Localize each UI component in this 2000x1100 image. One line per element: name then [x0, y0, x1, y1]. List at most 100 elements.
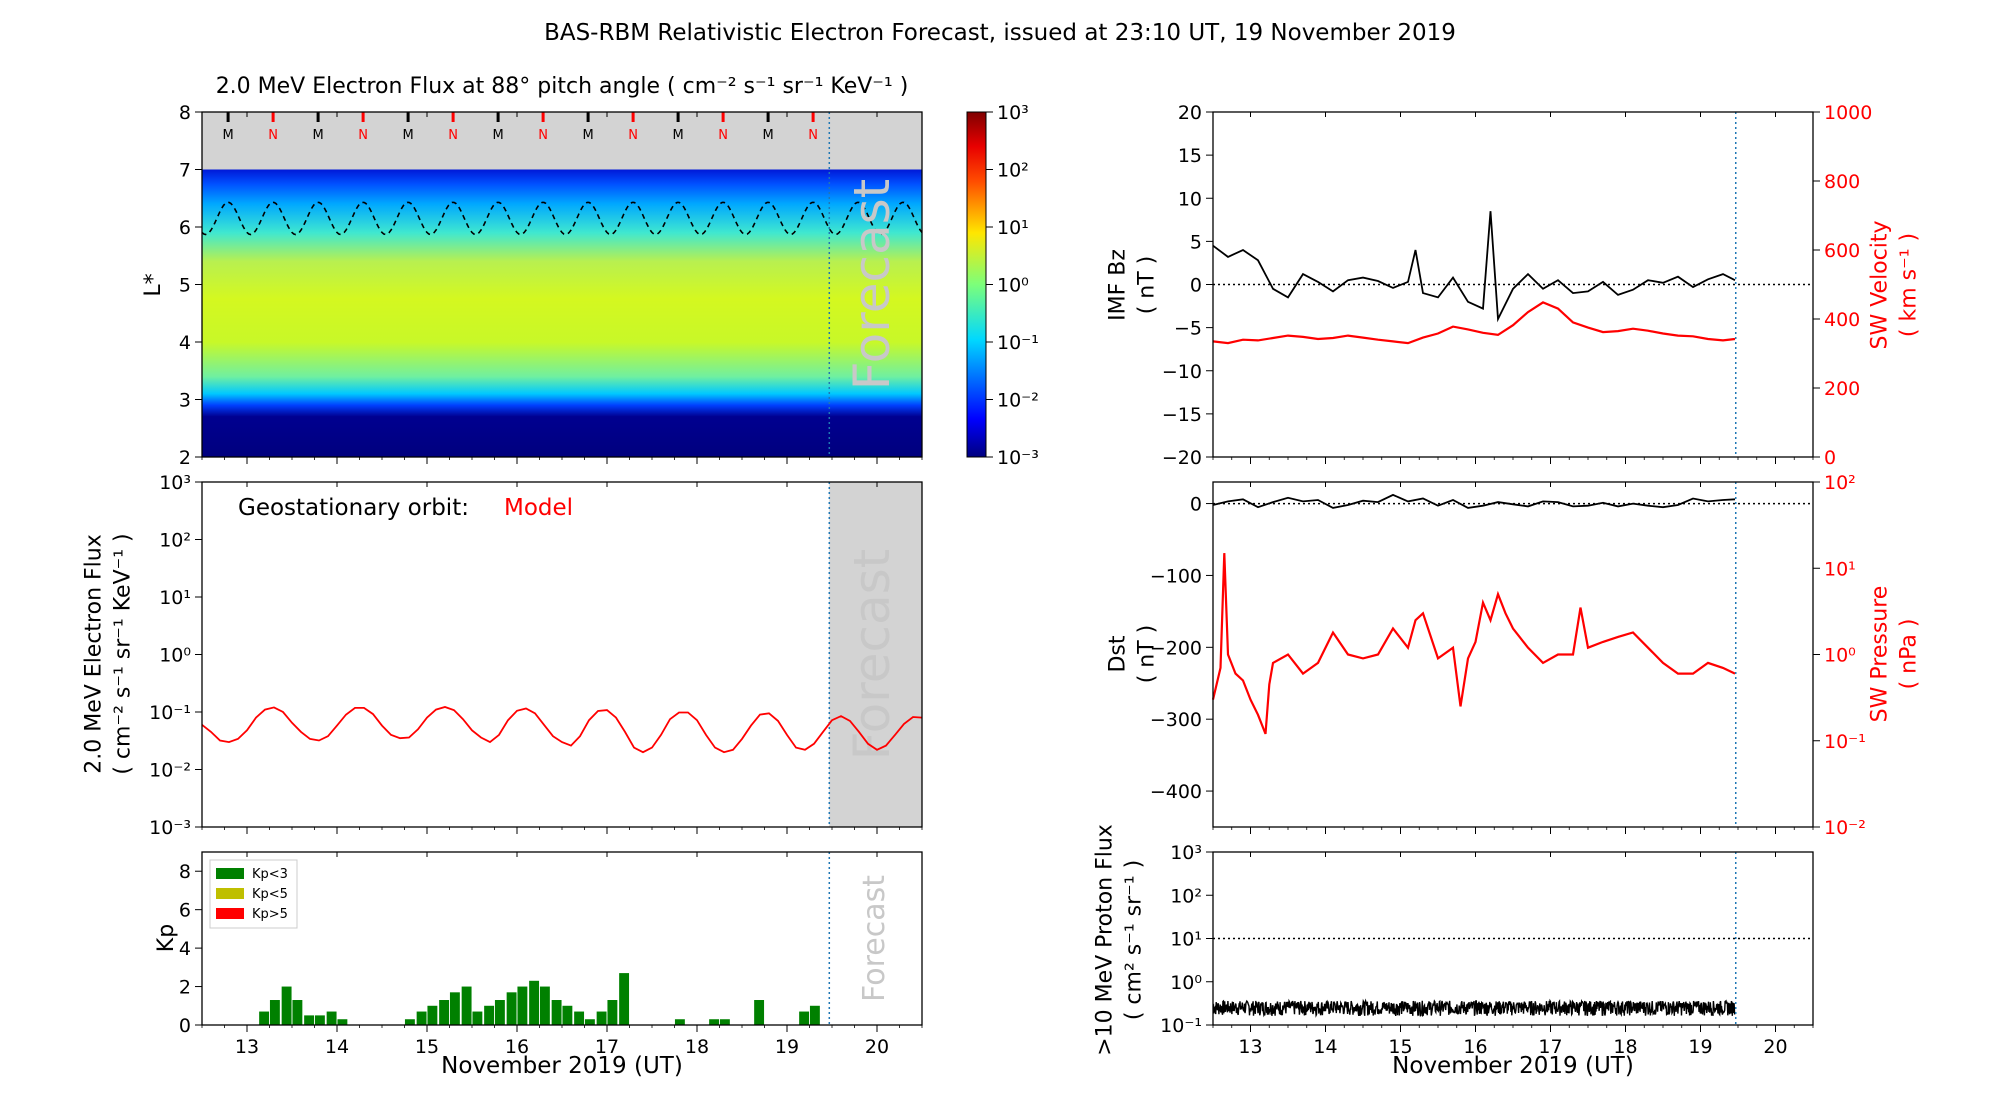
proton-ylabel-line-1: ( cm² s⁻¹ sr⁻¹ )	[1122, 860, 1147, 1020]
mlt-marker-2: M	[312, 128, 323, 143]
geo-y-label-2: 10¹	[159, 587, 191, 609]
mlt-marker-5: N	[448, 128, 458, 143]
kp-x-label-2: 15	[415, 1036, 439, 1058]
sw-velocity-ylabel-line-1: ( km s⁻¹ )	[1897, 233, 1922, 337]
sw-velocity-y-label-5: 0	[1824, 447, 1836, 469]
kp-bar-24	[529, 980, 540, 1025]
sw-velocity-y-label-1: 800	[1824, 171, 1860, 193]
kp-bar-25	[539, 986, 550, 1025]
kp-forecast-label: Forecast	[857, 875, 892, 1002]
imf-ylabel: IMF Bz( nT )	[1106, 249, 1160, 321]
dst-y-label-0: 0	[1190, 494, 1202, 516]
sw-pressure-y-label-3: 10⁻¹	[1824, 731, 1866, 753]
imf-ylabel-line-1: ( nT )	[1135, 256, 1160, 315]
kp-bar-30	[596, 1011, 607, 1025]
proton-y-label-3: 10⁰	[1170, 972, 1202, 994]
proton-x-label-3: 16	[1463, 1036, 1487, 1058]
mlt-marker-1: N	[268, 128, 278, 143]
proton-x-label-0: 13	[1238, 1036, 1262, 1058]
dst-ylabel-line-1: ( nT )	[1135, 625, 1160, 684]
kp-ylabel: Kp	[154, 924, 179, 952]
geo-ylabel-line-0: 2.0 MeV Electron Flux	[82, 534, 107, 774]
geo-annotation: Geostationary orbit:	[238, 495, 469, 521]
kp-bar-14	[416, 1011, 427, 1025]
sw-velocity-y-label-3: 400	[1824, 309, 1860, 331]
geo-y-label-1: 10²	[159, 530, 191, 552]
geo-y-label-4: 10⁻¹	[149, 702, 191, 724]
kp-bar-19	[472, 1011, 483, 1025]
colorbar-label-4: 10⁻¹	[997, 332, 1039, 354]
geo-y-label-6: 10⁻³	[149, 817, 191, 839]
mlt-marker-10: M	[672, 128, 683, 143]
kp-bar-6	[326, 1011, 337, 1025]
kp-xlabel: November 2019 (UT)	[441, 1053, 683, 1079]
proton-y-label-0: 10³	[1170, 842, 1202, 864]
sw-pressure-line	[1211, 553, 1736, 735]
flux-map-y-label-3: 5	[179, 275, 191, 297]
flux-map-y-label-5: 3	[179, 390, 191, 412]
flux-map-title: 2.0 MeV Electron Flux at 88° pitch angle…	[216, 74, 909, 99]
kp-legend-swatch-2	[216, 908, 244, 919]
proton-x-label-7: 20	[1763, 1036, 1787, 1058]
colorbar-label-0: 10³	[997, 102, 1029, 124]
geo-y-label-5: 10⁻²	[149, 760, 191, 782]
sw-pressure-ylabel: SW Pressure( nPa )	[1868, 586, 1922, 723]
sw-pressure-y-label-4: 10⁻²	[1824, 817, 1866, 839]
kp-bar-2	[281, 986, 292, 1025]
colorbar-label-5: 10⁻²	[997, 390, 1039, 412]
imf-bz-line	[1212, 211, 1736, 323]
figure-title: BAS-RBM Relativistic Electron Forecast, …	[544, 20, 1456, 46]
kp-x-label-5: 18	[685, 1036, 709, 1058]
kp-bar-13	[404, 1019, 415, 1025]
sw-pressure-y-label-1: 10¹	[1824, 558, 1856, 580]
geo-annotation-value: Model	[504, 495, 573, 521]
mlt-marker-11: N	[718, 128, 728, 143]
flux-map-y-label-1: 7	[179, 160, 191, 182]
geo-forecast-label: Forecast	[843, 549, 901, 761]
geo-y-label-0: 10³	[159, 472, 191, 494]
kp-x-label-6: 19	[775, 1036, 799, 1058]
dst-y-label-4: −400	[1150, 781, 1202, 803]
imf-y-label-6: −10	[1162, 361, 1202, 383]
kp-legend-label-1: Kp<5	[252, 887, 288, 902]
mlt-marker-9: N	[628, 128, 638, 143]
kp-x-label-0: 13	[235, 1036, 259, 1058]
colorbar-label-3: 10⁰	[997, 275, 1029, 297]
kp-bar-37	[674, 1019, 685, 1025]
kp-bar-0	[259, 1011, 270, 1025]
flux-map-y-label-6: 2	[179, 447, 191, 469]
mlt-marker-6: M	[492, 128, 503, 143]
flux-map-y-label-2: 6	[179, 217, 191, 239]
kp-bar-49	[809, 1005, 820, 1025]
imf-y-label-3: 5	[1190, 231, 1202, 253]
geo-ylabel-line-1: ( cm⁻² s⁻¹ sr⁻¹ KeV⁻¹ )	[111, 533, 136, 774]
kp-bar-29	[584, 1019, 595, 1025]
flux-map-forecast-label: Forecast	[843, 179, 901, 391]
kp-x-label-4: 17	[595, 1036, 619, 1058]
mlt-marker-8: M	[582, 128, 593, 143]
imf-ylabel-line-0: IMF Bz	[1106, 249, 1131, 321]
proton-y-label-1: 10²	[1170, 885, 1202, 907]
kp-bar-40	[709, 1019, 720, 1025]
sw-velocity-y-label-2: 600	[1824, 240, 1860, 262]
mlt-marker-4: M	[402, 128, 413, 143]
sw-velocity-ylabel-line-0: SW Velocity	[1868, 220, 1893, 349]
dst-y-label-2: −200	[1150, 637, 1202, 659]
kp-bar-44	[754, 1000, 765, 1025]
geo-ylabel: 2.0 MeV Electron Flux( cm⁻² s⁻¹ sr⁻¹ KeV…	[82, 533, 136, 774]
proton-x-label-2: 15	[1388, 1036, 1412, 1058]
kp-bar-5	[314, 1015, 325, 1025]
proton-y-label-2: 10¹	[1170, 929, 1202, 951]
kp-y-label-4: 8	[179, 861, 191, 883]
sw-velocity-y-label-0: 1000	[1824, 102, 1872, 124]
imf-y-label-8: −20	[1162, 447, 1202, 469]
mlt-marker-3: N	[358, 128, 368, 143]
kp-bar-48	[799, 1011, 810, 1025]
dst-line	[1212, 493, 1736, 509]
proton-flux-line	[1212, 998, 1736, 1018]
imf-y-label-1: 15	[1178, 145, 1202, 167]
dst-y-label-1: −100	[1150, 565, 1202, 587]
sw-velocity-line	[1212, 301, 1736, 345]
flux-map-y-label-4: 4	[179, 332, 191, 354]
kp-x-label-7: 20	[865, 1036, 889, 1058]
